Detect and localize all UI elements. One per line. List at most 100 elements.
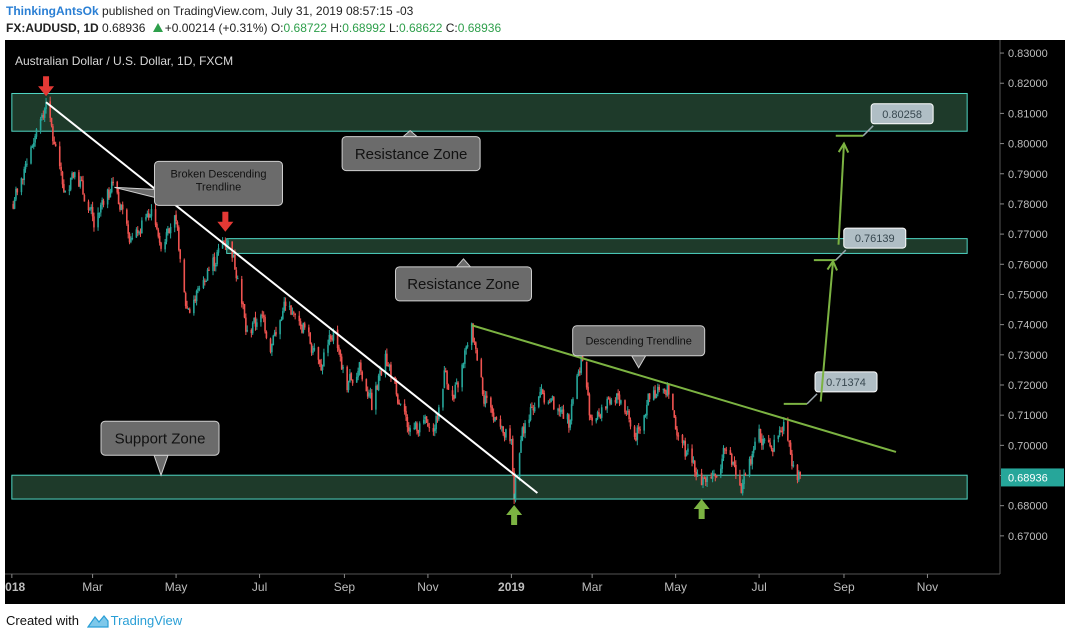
- price-tag-pointer: [862, 125, 874, 137]
- candle-body: [417, 430, 420, 434]
- candle-body: [78, 172, 80, 187]
- candle-body: [128, 233, 131, 243]
- candle-body: [572, 398, 574, 404]
- candle-body: [13, 199, 16, 209]
- arrow-head: [826, 259, 838, 271]
- candle-body: [179, 249, 181, 259]
- candle-body: [754, 441, 756, 450]
- candle-body: [559, 409, 562, 413]
- candle-body: [444, 370, 447, 372]
- candle-body: [377, 375, 380, 391]
- candle-body: [540, 388, 543, 393]
- candle-body: [288, 306, 291, 308]
- candle-body: [704, 478, 707, 482]
- candle-body: [34, 136, 36, 143]
- candle-body: [606, 398, 609, 409]
- price-chart[interactable]: 0.71374 0.76139 0.80258 Broken DescendingTr…: [0, 40, 1065, 604]
- price-tag-1[interactable]: 0.76139: [835, 227, 907, 261]
- trendline-broken-descending: [45, 101, 539, 494]
- candle-body: [470, 323, 473, 346]
- ohlc-low-label: L:: [388, 21, 399, 35]
- candle-body: [39, 119, 42, 131]
- price-tag-0[interactable]: 0.71374: [806, 371, 878, 405]
- candle-body: [150, 209, 153, 217]
- candle-body: [338, 347, 340, 351]
- x-tick-label: 2018: [5, 580, 26, 594]
- callout-text: Trendline: [196, 181, 241, 193]
- candle-body: [636, 427, 639, 440]
- tradingview-brand[interactable]: TradingView: [110, 613, 183, 628]
- candle-body: [24, 163, 27, 170]
- y-tick-label: 0.67000: [1008, 531, 1048, 543]
- candle-body: [435, 415, 437, 430]
- candle-body: [120, 204, 123, 210]
- candle-body: [461, 364, 463, 388]
- candle-body: [340, 356, 343, 370]
- candle-body: [561, 410, 563, 412]
- candle-body: [770, 445, 773, 449]
- candle-body: [413, 427, 416, 429]
- candle-body: [157, 229, 160, 237]
- candle-body: [677, 435, 680, 437]
- candle-body: [329, 335, 332, 339]
- candle-body: [454, 384, 457, 399]
- candle-body: [206, 269, 209, 281]
- candle-body: [719, 468, 722, 477]
- candle-body: [531, 406, 533, 408]
- callout-box: [100, 420, 220, 456]
- candle-body: [403, 403, 406, 412]
- candle-body: [167, 228, 169, 234]
- candle-body: [798, 472, 800, 481]
- candle-body: [253, 317, 255, 322]
- callout-4[interactable]: Support Zone: [100, 420, 220, 477]
- callout-3[interactable]: Descending Trendline: [572, 325, 706, 369]
- candle-body: [710, 476, 713, 479]
- candle-body: [725, 449, 728, 451]
- candle-body: [74, 172, 76, 178]
- callout-box: [572, 325, 706, 357]
- candle-body: [176, 222, 179, 228]
- candle-body: [432, 428, 435, 432]
- candle-body: [386, 353, 388, 366]
- candle-body: [772, 449, 774, 452]
- candle-body: [658, 386, 661, 391]
- candle-body: [714, 473, 717, 477]
- candle-body: [117, 191, 120, 204]
- candle-body: [777, 435, 780, 439]
- callout-box: [394, 266, 532, 302]
- candle-body: [299, 321, 302, 326]
- candle-body: [741, 483, 744, 494]
- publish-info: ThinkingAntsOk published on TradingView.…: [6, 4, 413, 18]
- candle-body: [480, 359, 483, 378]
- candle-body: [119, 203, 121, 210]
- candle-body: [54, 144, 57, 147]
- candle-body: [464, 350, 466, 364]
- candle-body: [687, 448, 689, 452]
- candle-body: [443, 370, 446, 388]
- candle-body: [599, 414, 602, 419]
- author-name[interactable]: ThinkingAntsOk: [6, 4, 99, 18]
- candle-body: [169, 226, 172, 234]
- candle-body: [521, 427, 524, 441]
- candle-body: [291, 312, 294, 314]
- candle-body: [154, 209, 157, 225]
- callout-1[interactable]: Resistance Zone: [341, 129, 481, 172]
- candle-body: [647, 393, 650, 405]
- callout-box: [341, 136, 481, 172]
- candle-body: [317, 347, 320, 360]
- candle-body: [528, 419, 530, 424]
- y-tick-label: 0.72000: [1008, 380, 1048, 392]
- candle-body: [759, 429, 762, 440]
- candle-body: [342, 367, 344, 369]
- callout-2[interactable]: Resistance Zone: [394, 258, 532, 302]
- price-tag-2[interactable]: 0.80258: [862, 103, 934, 137]
- chart-area[interactable]: 0.71374 0.76139 0.80258 Broken Descending Tr…: [0, 40, 1065, 604]
- x-tick-label: May: [664, 580, 687, 594]
- candle-body: [376, 385, 379, 390]
- candle-body: [212, 257, 214, 272]
- candle-body: [666, 384, 669, 396]
- candle-body: [178, 227, 180, 250]
- candle-body: [557, 409, 559, 411]
- candle-body: [696, 473, 699, 477]
